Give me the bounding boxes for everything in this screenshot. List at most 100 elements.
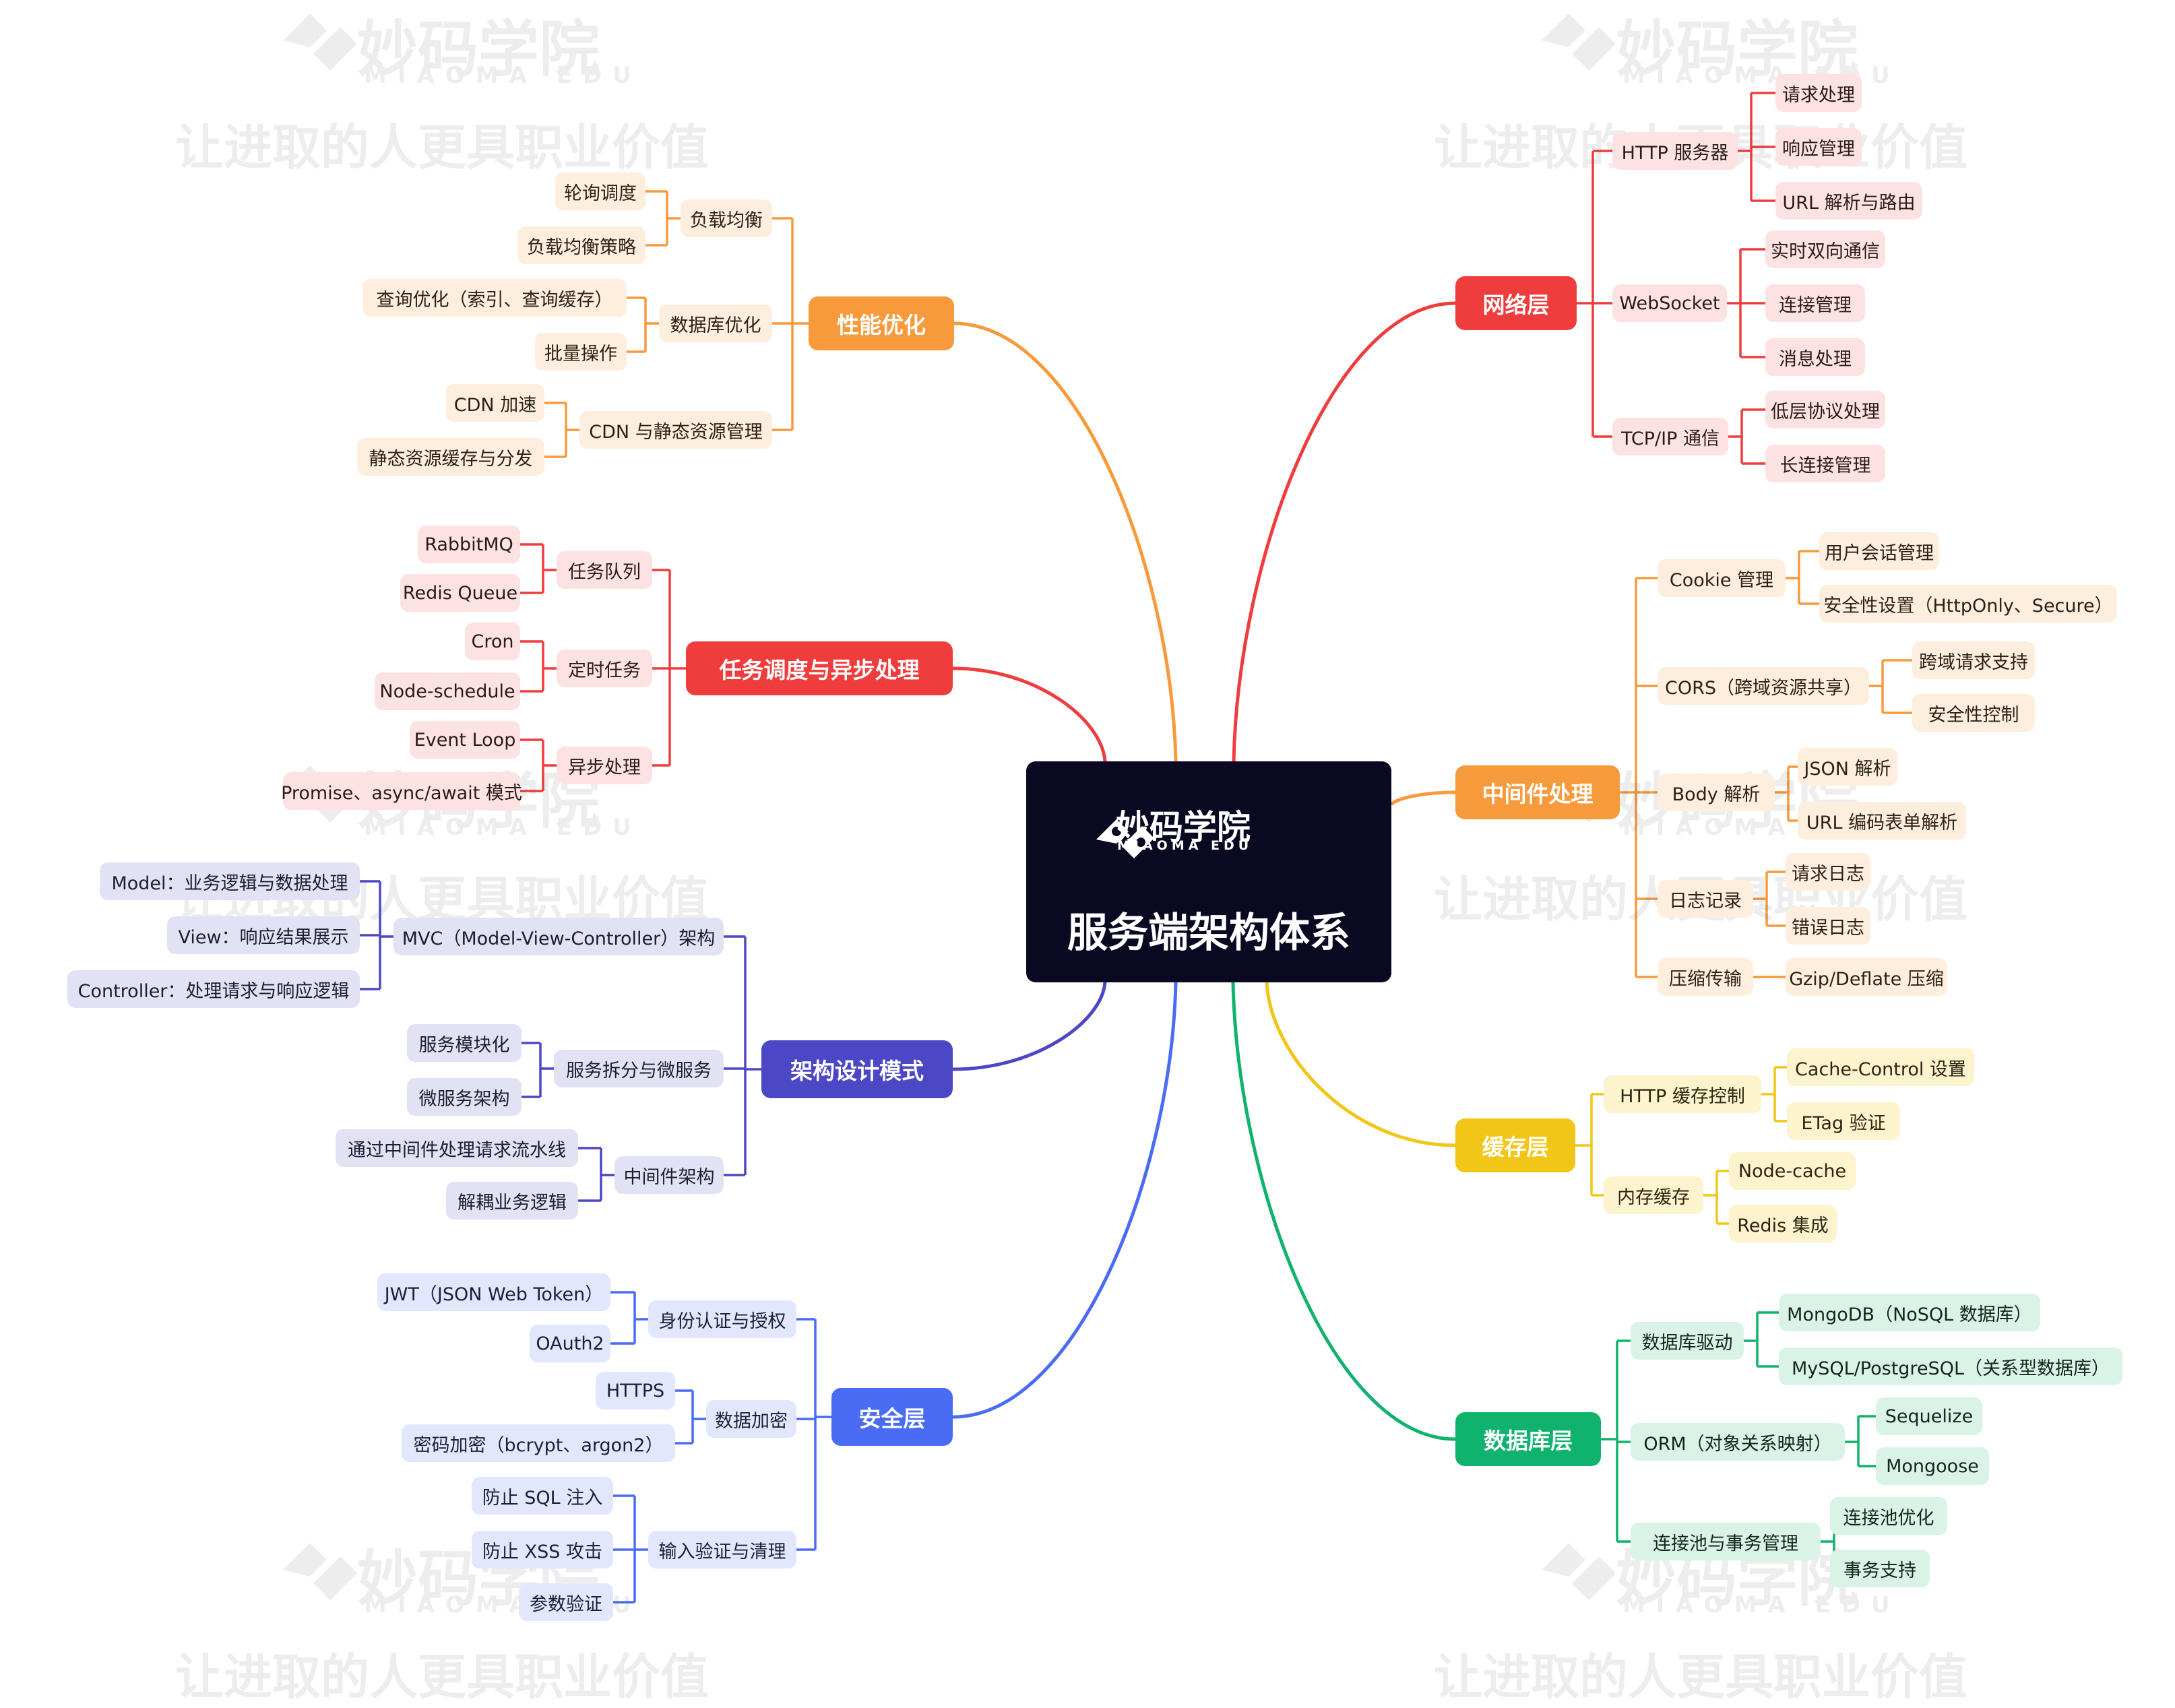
network-sub-0-bracket [1738, 92, 1775, 202]
architecture-sub-2-label: 中间件架构 [623, 1166, 715, 1188]
architecture-sub-0-leaf-0[interactable]: Model：业务逻辑与数据处理 [100, 862, 360, 900]
network-sub-2[interactable]: TCP/IP 通信 [1612, 418, 1728, 455]
middleware-sub-2-leaf-1[interactable]: URL 编码表单解析 [1798, 802, 1966, 840]
network-sub-2-leaf-0[interactable]: 低层协议处理 [1765, 391, 1885, 429]
performance-sub-2[interactable]: CDN 与静态资源管理 [579, 411, 772, 449]
architecture-sub-2-leaf-0[interactable]: 通过中间件处理请求流水线 [336, 1129, 578, 1167]
security-sub-1-leaf-0[interactable]: HTTPS [596, 1372, 675, 1410]
database-sub-0-leaf-0[interactable]: MongoDB（NoSQL 数据库） [1779, 1294, 2040, 1331]
database-sub-0-leaf-1-label: MySQL/PostgreSQL（关系型数据库） [1792, 1358, 2110, 1379]
network-sub-0[interactable]: HTTP 服务器 [1612, 132, 1738, 170]
tasks-sub-2[interactable]: 异步处理 [557, 747, 652, 784]
network-sub-0-leaf-1[interactable]: 响应管理 [1775, 128, 1862, 166]
performance-sub-1-leaf-0[interactable]: 查询优化（索引、查询缓存） [362, 279, 627, 317]
performance-sub-1[interactable]: 数据库优化 [659, 305, 772, 342]
architecture-sub-2[interactable]: 中间件架构 [614, 1156, 724, 1194]
security-sub-2-leaf-0[interactable]: 防止 SQL 注入 [472, 1477, 613, 1515]
architecture-sub-0[interactable]: MVC（Model-View-Controller）架构 [393, 918, 724, 955]
middleware-node[interactable]: 中间件处理 [1455, 765, 1620, 819]
performance-sub-2-leaf-0[interactable]: CDN 加速 [446, 384, 544, 422]
database-sub-2[interactable]: 连接池与事务管理 [1631, 1523, 1821, 1560]
middleware-sub-3-leaf-1[interactable]: 错误日志 [1786, 907, 1870, 945]
security-sub-0-leaf-0[interactable]: JWT（JSON Web Token） [377, 1273, 610, 1311]
middleware-sub-2-label: Body 解析 [1672, 784, 1761, 805]
architecture-sub-0-leaf-0-label: Model：业务逻辑与数据处理 [111, 873, 348, 894]
center-node[interactable]: 妙码学院 MIAOMA EDU 服务端架构体系 [1026, 761, 1391, 982]
security-sub-2-leaf-2[interactable]: 参数验证 [519, 1583, 613, 1621]
middleware-sub-2-leaf-0[interactable]: JSON 解析 [1798, 748, 1897, 786]
cache-sub-1-leaf-1[interactable]: Redis 集成 [1729, 1205, 1837, 1242]
middleware-sub-3[interactable]: 日志记录 [1658, 880, 1753, 918]
middleware-sub-1[interactable]: CORS（跨域资源共享） [1658, 667, 1869, 705]
cache-sub-1-leaf-0[interactable]: Node-cache [1729, 1152, 1856, 1190]
network-sub-1-leaf-0[interactable]: 实时双向通信 [1765, 230, 1885, 268]
performance-sub-2-leaf-1[interactable]: 静态资源缓存与分发 [357, 438, 544, 476]
database-sub-1-leaf-0[interactable]: Sequelize [1876, 1397, 1982, 1435]
tasks-sub-0[interactable]: 任务队列 [557, 551, 652, 589]
cache-node-label: 缓存层 [1482, 1134, 1549, 1160]
database-node[interactable]: 数据库层 [1455, 1412, 1601, 1466]
security-sub-2[interactable]: 输入验证与清理 [648, 1531, 796, 1569]
performance-sub-1-bracket [627, 296, 659, 353]
database-sub-1[interactable]: ORM（对象关系映射） [1631, 1423, 1845, 1461]
security-sub-0-leaf-1[interactable]: OAuth2 [530, 1325, 610, 1362]
middleware-sub-3-label: 日志记录 [1669, 890, 1742, 912]
network-sub-1-leaf-1[interactable]: 连接管理 [1765, 284, 1865, 322]
database-sub-0[interactable]: 数据库驱动 [1631, 1322, 1744, 1360]
architecture-sub-1[interactable]: 服务拆分与微服务 [554, 1050, 724, 1087]
middleware-sub-0-leaf-0[interactable]: 用户会话管理 [1819, 532, 1939, 570]
performance-sub-0-leaf-0[interactable]: 轮询调度 [555, 172, 645, 210]
database-sub-1-leaf-1[interactable]: Mongoose [1876, 1447, 1989, 1485]
tasks-sub-0-leaf-1[interactable]: Redis Queue [400, 574, 520, 612]
cache-sub-0[interactable]: HTTP 缓存控制 [1604, 1075, 1761, 1113]
database-sub-2-leaf-0[interactable]: 连接池优化 [1830, 1497, 1947, 1535]
network-sub-0-leaf-0[interactable]: 请求处理 [1775, 74, 1862, 112]
network-node[interactable]: 网络层 [1455, 276, 1577, 330]
database-sub-0-label: 数据库驱动 [1641, 1332, 1733, 1354]
security-sub-1[interactable]: 数据加密 [706, 1400, 796, 1438]
middleware-sub-0[interactable]: Cookie 管理 [1658, 559, 1786, 597]
architecture-sub-1-leaf-0[interactable]: 服务模块化 [407, 1024, 522, 1062]
tasks-node[interactable]: 任务调度与异步处理 [686, 641, 953, 695]
tasks-sub-2-leaf-1[interactable]: Promise、async/await 模式 [281, 772, 522, 810]
security-sub-2-leaf-1[interactable]: 防止 XSS 攻击 [472, 1531, 613, 1569]
tasks-sub-1-leaf-0[interactable]: Cron [465, 623, 520, 660]
database-sub-0-leaf-1[interactable]: MySQL/PostgreSQL（关系型数据库） [1779, 1348, 2122, 1385]
architecture-sub-2-leaf-1[interactable]: 解耦业务逻辑 [446, 1182, 578, 1220]
cache-sub-1[interactable]: 内存缓存 [1604, 1176, 1703, 1214]
database-sub-2-label: 连接池与事务管理 [1653, 1533, 1798, 1554]
performance-sub-0[interactable]: 负载均衡 [681, 199, 772, 237]
network-sub-1-bracket [1727, 248, 1765, 358]
middleware-sub-4[interactable]: 压缩传输 [1658, 958, 1753, 996]
network-sub-0-leaf-2[interactable]: URL 解析与路由 [1775, 182, 1922, 220]
security-sub-1-leaf-1[interactable]: 密码加密（bcrypt、argon2） [402, 1424, 675, 1462]
middleware-sub-1-leaf-1[interactable]: 安全性控制 [1912, 694, 2035, 732]
middleware-sub-3-leaf-0[interactable]: 请求日志 [1786, 853, 1870, 891]
tasks-sub-0-leaf-0[interactable]: RabbitMQ [418, 526, 520, 563]
cache-sub-0-leaf-0[interactable]: Cache-Control 设置 [1787, 1048, 1974, 1086]
tasks-sub-1-leaf-1[interactable]: Node-schedule [375, 672, 520, 710]
middleware-sub-1-leaf-0[interactable]: 跨域请求支持 [1912, 641, 2035, 679]
middleware-sub-4-leaf-0[interactable]: Gzip/Deflate 压缩 [1786, 958, 1947, 996]
cache-node[interactable]: 缓存层 [1455, 1118, 1575, 1172]
network-sub-1-leaf-2[interactable]: 消息处理 [1765, 338, 1865, 376]
tasks-sub-1-bracket [520, 640, 557, 693]
network-sub-1[interactable]: WebSocket [1612, 284, 1727, 322]
cache-sub-0-leaf-1[interactable]: ETag 验证 [1787, 1102, 1900, 1140]
tasks-sub-2-leaf-0[interactable]: Event Loop [410, 721, 520, 759]
performance-sub-1-leaf-1[interactable]: 批量操作 [535, 333, 627, 371]
architecture-sub-1-leaf-1[interactable]: 微服务架构 [407, 1078, 522, 1116]
security-node[interactable]: 安全层 [831, 1388, 953, 1446]
middleware-sub-1-leaf-1-label: 安全性控制 [1928, 704, 2019, 726]
architecture-sub-0-leaf-2[interactable]: Controller：处理请求与响应逻辑 [67, 970, 360, 1008]
performance-node[interactable]: 性能优化 [809, 296, 954, 350]
performance-sub-0-leaf-1[interactable]: 负载均衡策略 [517, 226, 645, 264]
database-sub-2-leaf-1[interactable]: 事务支持 [1830, 1550, 1930, 1587]
middleware-sub-2[interactable]: Body 解析 [1658, 773, 1775, 811]
network-sub-2-leaf-1[interactable]: 长连接管理 [1765, 445, 1885, 482]
middleware-sub-0-leaf-1[interactable]: 安全性设置（HttpOnly、Secure） [1819, 585, 2117, 623]
architecture-sub-0-leaf-1[interactable]: View：响应结果展示 [167, 916, 360, 954]
architecture-node[interactable]: 架构设计模式 [761, 1040, 953, 1098]
tasks-sub-1[interactable]: 定时任务 [557, 650, 652, 687]
security-sub-0[interactable]: 身份认证与授权 [648, 1300, 796, 1338]
